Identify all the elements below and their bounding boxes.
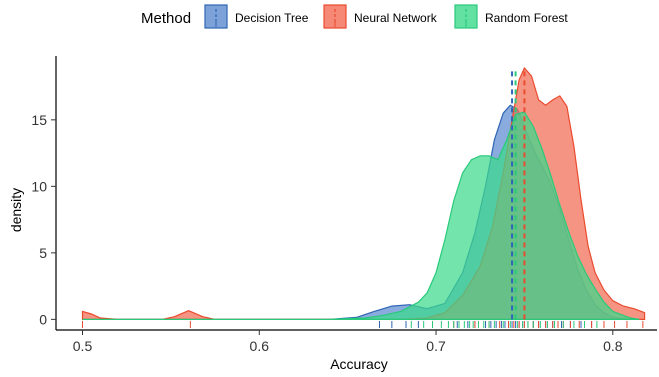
legend: Method Decision Tree Neural Network Random… (141, 4, 568, 29)
legend-label-decision-tree: Decision Tree (235, 11, 309, 25)
x-tick-label: 0.6 (250, 338, 270, 354)
legend-label-neural-network: Neural Network (354, 11, 438, 25)
y-tick-label: 5 (39, 245, 47, 261)
density-area-random-forest (82, 111, 640, 320)
x-axis-label: Accuracy (330, 356, 388, 372)
y-axis-label: density (8, 188, 24, 232)
x-tick-label: 0.8 (603, 338, 623, 354)
x-tick-label: 0.5 (73, 338, 93, 354)
legend-label-random-forest: Random Forest (485, 11, 568, 25)
legend-title: Method (141, 10, 191, 27)
x-tick-label: 0.7 (426, 338, 446, 354)
y-tick-label: 15 (31, 112, 47, 128)
y-tick-label: 0 (39, 311, 47, 327)
plot-area: 0.5 0.6 0.7 0.8 0 5 10 15 (31, 56, 657, 354)
y-tick-label: 10 (31, 178, 47, 194)
